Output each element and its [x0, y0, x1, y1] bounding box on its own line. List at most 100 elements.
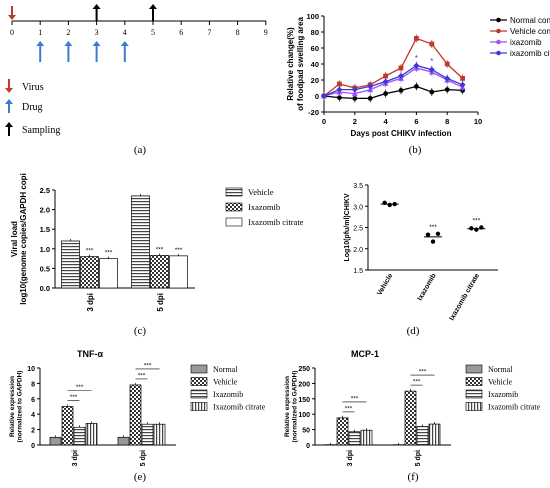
- data-point: [444, 61, 450, 67]
- sig-label: ***: [175, 247, 183, 254]
- legend-label: Ixazomib: [488, 390, 518, 399]
- y-tick-label: 200: [298, 381, 310, 388]
- y-tick-label: 150: [298, 397, 310, 404]
- sig-label: ***: [138, 372, 146, 379]
- data-point: [337, 81, 342, 87]
- sig-label: ***: [429, 224, 437, 231]
- bar: [416, 426, 429, 446]
- drug-arrow-icon-head: [92, 41, 101, 46]
- y-tick-label: 1.5: [40, 225, 50, 234]
- y-axis-label: Relative expression(normalized to GAPDH): [9, 371, 24, 443]
- bar: [153, 423, 166, 446]
- timeline-tick-label: 5: [151, 28, 155, 37]
- timeline-panel: 0 1 2 3 4 5 6 7 8 9 Virus Drug Sampling: [5, 4, 268, 136]
- legend-sampling-icon-head: [5, 122, 13, 127]
- bar: [129, 384, 142, 446]
- sig-label: ***: [345, 405, 353, 412]
- legend-label: Drug: [22, 102, 43, 113]
- bar: [404, 390, 417, 446]
- legend-marker: [496, 50, 501, 56]
- sampling-arrow-icon: [149, 4, 157, 21]
- timeline-tick-label: 2: [66, 28, 70, 37]
- chart-title: MCP-1: [351, 349, 379, 359]
- y-tick-label: 3.5: [353, 183, 363, 190]
- bar: [428, 423, 441, 446]
- legend-label: Normal: [488, 365, 513, 374]
- legend-virus-icon: [5, 79, 13, 93]
- drug-arrow-icon-head: [36, 41, 45, 46]
- timeline-tick-label: 9: [264, 28, 268, 37]
- timeline-tick-label: 6: [179, 28, 183, 37]
- panel-label-d: (d): [407, 325, 420, 337]
- data-point: [321, 93, 327, 99]
- legend-label: Virus: [22, 82, 44, 93]
- series-line: [323, 37, 464, 97]
- legend-label: ixazomib: [510, 38, 542, 47]
- legend-marker: [496, 17, 501, 23]
- data-point: [479, 225, 484, 230]
- legend-label: Ixazomib citrate: [488, 403, 541, 412]
- bar: [131, 195, 150, 289]
- legend-label: ixazomib citrate: [510, 49, 550, 58]
- drug-arrow-icon: [120, 41, 129, 62]
- y-axis-label: Relative change(%)of foodpad swelling ar…: [286, 17, 305, 111]
- data-point: [460, 76, 465, 81]
- bar: [150, 255, 169, 289]
- legend-swatch: [190, 389, 208, 399]
- sig-label: ***: [419, 369, 427, 376]
- timeline-tick-label: 3: [95, 28, 99, 37]
- legend-marker: [496, 28, 501, 34]
- sig-annotation: *: [430, 57, 433, 66]
- category-label: Ixazomib: [417, 273, 438, 302]
- series-line: [323, 64, 463, 97]
- category-label: 3 dpi: [347, 450, 354, 466]
- data-point: [398, 88, 404, 93]
- y-axis-label-line: log10(genome copies/GAPDH copi: [19, 173, 28, 305]
- bar: [61, 406, 74, 446]
- legend-label: Sampling: [22, 125, 60, 136]
- timeline-tick-label: 1: [38, 28, 42, 37]
- data-point: [469, 226, 474, 231]
- category-label: 5 dpi: [156, 293, 165, 312]
- legend-drug-icon: [5, 99, 13, 113]
- category-label: 5 dpi: [140, 450, 147, 466]
- drug-arrow-icon-head: [64, 41, 73, 46]
- y-axis-label: Relative expression(normalized to GAPDH): [284, 371, 299, 443]
- data-point: [392, 201, 397, 207]
- y-tick-label: 20: [311, 76, 319, 85]
- virus-arrow-icon: [8, 6, 16, 20]
- x-tick-label: 0: [322, 117, 326, 126]
- y-axis-label: Log10(pfu/ml)CHIKV: [344, 193, 351, 261]
- sampling-arrow-icon-head: [149, 4, 157, 9]
- drug-arrow-icon: [64, 41, 73, 62]
- y-axis-label-line: Viral load: [10, 221, 19, 257]
- y-tick-label: 2: [31, 428, 35, 435]
- drug-arrow-icon: [92, 41, 101, 62]
- bar: [336, 417, 349, 446]
- data-point: [351, 86, 358, 93]
- y-tick-label: 8: [31, 381, 35, 388]
- legend-label: Normal: [213, 365, 238, 374]
- tnf-bar-chart: 0 2 4 6 8 10 3 dpi 5 dpi Normal Vehicle Ixazomib Ix…: [9, 349, 266, 466]
- category-label: 3 dpi: [86, 293, 95, 312]
- mcp1-bar-chart: 0 50 100 150 200 250 3 dpi 5 dpi Normal Vehicle Ix…: [284, 349, 541, 466]
- bar: [169, 255, 188, 289]
- y-axis-label-line: Relative expression: [284, 376, 291, 437]
- legend-label: Ixazomib citrate: [213, 403, 266, 412]
- sampling-arrow-icon-head: [92, 4, 101, 9]
- y-tick-label: 2.5: [40, 186, 50, 195]
- legend-label: Vehicle: [248, 187, 274, 197]
- y-tick-label: 60: [311, 44, 319, 53]
- data-point: [382, 78, 389, 85]
- data-point: [382, 200, 387, 206]
- y-tick-label: 1.0: [40, 245, 50, 254]
- category-label: 3 dpi: [72, 450, 79, 466]
- y-tick-label: 2.0: [353, 247, 363, 254]
- sig-label: ***: [105, 250, 113, 257]
- y-tick-label: 0: [31, 443, 35, 450]
- bar: [49, 436, 62, 446]
- panel-label-e: (e): [134, 471, 147, 483]
- timeline-tick-label: 8: [236, 28, 240, 37]
